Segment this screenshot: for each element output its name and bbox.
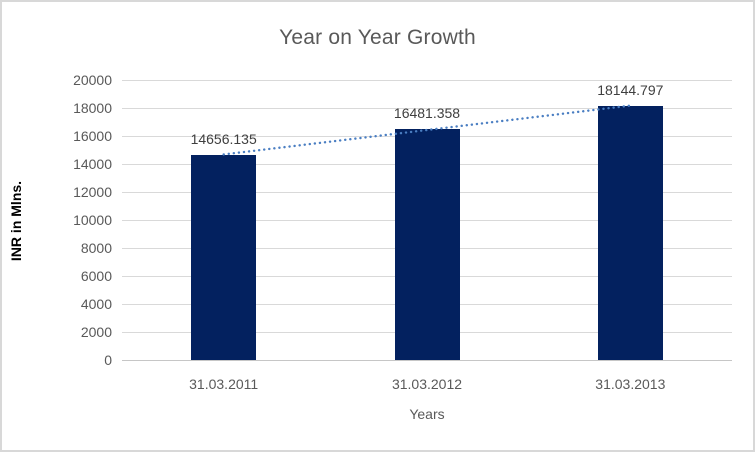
bar — [191, 154, 257, 360]
x-axis-line — [122, 360, 732, 361]
x-tick-label: 31.03.2011 — [189, 376, 259, 392]
bar — [394, 129, 460, 360]
chart-title: Year on Year Growth — [279, 26, 476, 49]
x-tick-label: 31.03.2012 — [391, 376, 463, 392]
data-label: 14656.135 — [190, 130, 257, 147]
y-tick-label: 20000 — [73, 72, 112, 88]
y-gridline — [122, 79, 732, 81]
y-tick-label: 18000 — [73, 100, 112, 116]
y-tick-label: 10000 — [73, 212, 112, 228]
data-label: 16481.358 — [393, 105, 461, 122]
y-tick-label: 8000 — [80, 240, 112, 256]
y-tick-label: 16000 — [73, 128, 112, 144]
y-tick-label: 6000 — [80, 268, 112, 284]
y-tick-label: 14000 — [73, 156, 112, 172]
y-tick-label: 2000 — [80, 324, 112, 340]
data-label: 18144.797 — [597, 81, 664, 98]
x-tick-label: 31.03.2013 — [595, 376, 666, 392]
y-tick-label: 4000 — [80, 296, 112, 312]
bar — [597, 105, 663, 360]
y-tick-label: 0 — [104, 352, 112, 368]
y-axis-title: INR in Mlns. — [8, 180, 24, 262]
x-axis-title: Years — [409, 406, 445, 422]
y-tick-label: 12000 — [73, 184, 112, 200]
